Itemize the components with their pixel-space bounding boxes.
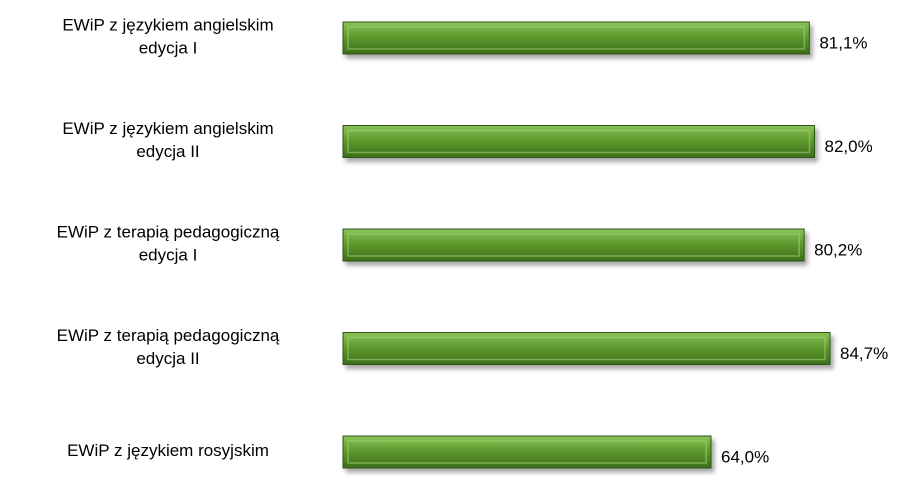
category-label: EWiP z terapią pedagogiczną edycja I — [57, 223, 280, 265]
value-label: 84,7% — [840, 344, 888, 363]
category-line: EWiP z językiem rosyjskim — [67, 441, 269, 460]
category-label: EWiP z terapią pedagogiczną edycja II — [57, 326, 280, 368]
category-label: EWiP z językiem angielskim edycja I — [62, 16, 273, 58]
category-line: EWiP z terapią pedagogiczną — [57, 326, 280, 345]
category-line: edycja I — [139, 246, 198, 265]
bar-bevel — [347, 233, 800, 257]
category-label: EWiP z językiem angielskim edycja II — [62, 119, 273, 161]
value-label: 80,2% — [814, 240, 862, 259]
value-label: 82,0% — [825, 137, 873, 156]
category-line: edycja I — [139, 39, 198, 58]
category-line: EWiP z językiem angielskim — [62, 16, 273, 35]
bar-group — [342, 21, 810, 55]
category-label: EWiP z językiem rosyjskim — [67, 441, 269, 460]
category-line: EWiP z terapią pedagogiczną — [57, 223, 280, 242]
category-line: EWiP z językiem angielskim — [62, 119, 273, 138]
bar-bevel — [347, 129, 811, 154]
bar-bevel — [347, 440, 707, 464]
value-label: 64,0% — [721, 447, 769, 466]
bar-group — [342, 125, 815, 158]
category-line: edycja II — [136, 349, 199, 368]
bar-group — [342, 332, 831, 365]
bar-group — [342, 435, 712, 469]
bar-group — [342, 228, 805, 262]
category-line: edycja II — [136, 142, 199, 161]
value-label: 81,1% — [819, 33, 867, 52]
bar-bevel — [347, 26, 806, 50]
bar-bevel — [347, 336, 826, 361]
